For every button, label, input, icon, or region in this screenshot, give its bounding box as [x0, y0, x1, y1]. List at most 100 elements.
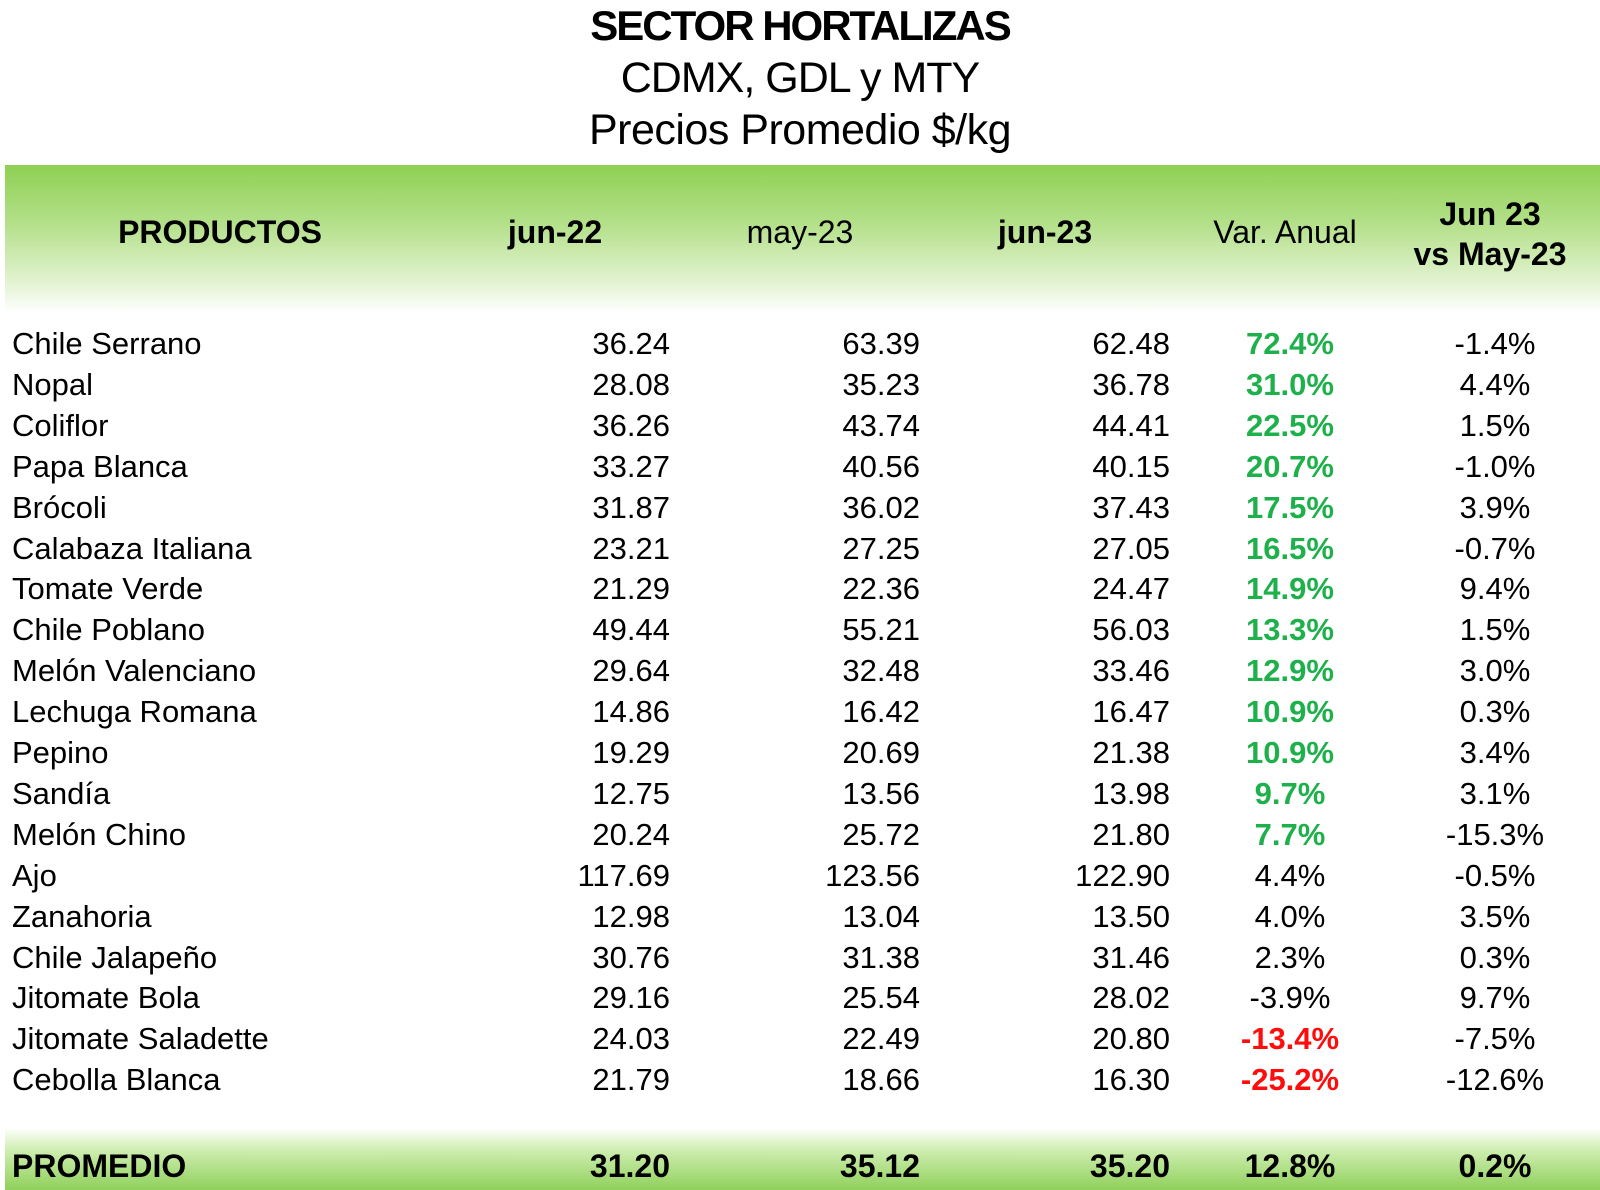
cell-month-over-month: 3.0% — [1459, 653, 1531, 689]
cell-jun-23: 24.47 — [1092, 571, 1170, 607]
cell-var-anual: 2.3% — [1254, 939, 1326, 975]
cell-jun-22: 21.79 — [592, 1062, 670, 1098]
cell-var-anual: -13.4% — [1240, 1021, 1340, 1057]
cell-product: Brócoli — [12, 489, 107, 525]
cell-month-over-month: 3.1% — [1459, 775, 1531, 811]
cell-var-anual: 4.4% — [1254, 857, 1326, 893]
table-row: Pepino 19.29 20.69 21.38 10.9% 3.4% — [0, 732, 1600, 773]
subtitle-units: Precios Promedio $/kg — [588, 106, 1012, 154]
cell-month-over-month: 3.4% — [1459, 735, 1531, 770]
cell-var-anual: -25.2% — [1240, 1062, 1340, 1098]
footer-month-over-month: 0.2% — [1458, 1148, 1532, 1184]
cell-jun-22: 12.75 — [592, 775, 670, 811]
cell-jun-23: 31.46 — [1092, 939, 1170, 975]
cell-may-23: 25.72 — [842, 816, 920, 852]
header-productos: PRODUCTOS — [118, 214, 322, 250]
footer-jun-22: 31.20 — [589, 1148, 670, 1184]
cell-month-over-month: -1.0% — [1454, 448, 1536, 484]
cell-jun-23: 56.03 — [1092, 612, 1170, 648]
cell-jun-23: 40.15 — [1092, 448, 1170, 484]
cell-may-23: 25.54 — [842, 980, 920, 1016]
table-row: Jitomate Bola 29.16 25.54 28.02 -3.9% 9.7% — [0, 977, 1600, 1018]
cell-may-23: 27.25 — [842, 530, 920, 566]
cell-product: Jitomate Saladette — [12, 1021, 269, 1057]
cell-may-23: 40.56 — [842, 448, 920, 484]
page-title: SECTOR HORTALIZAS — [590, 2, 1011, 49]
cell-jun-22: 29.64 — [592, 653, 670, 689]
table-row: Zanahoria 12.98 13.04 13.50 4.0% 3.5% — [0, 896, 1600, 937]
cell-month-over-month: -0.5% — [1454, 857, 1536, 893]
cell-jun-23: 28.02 — [1092, 980, 1170, 1016]
cell-product: Zanahoria — [12, 898, 152, 934]
cell-jun-22: 14.86 — [592, 694, 670, 730]
cell-jun-22: 19.29 — [592, 735, 670, 770]
header-jun-22: jun-22 — [507, 214, 603, 250]
cell-jun-22: 33.27 — [592, 448, 670, 484]
header-jun-23: jun-23 — [997, 214, 1093, 250]
table-row: Lechuga Romana 14.86 16.42 16.47 10.9% 0.3% — [0, 691, 1600, 732]
cell-jun-23: 16.47 — [1092, 694, 1170, 730]
cell-may-23: 55.21 — [842, 612, 920, 648]
table-row: Papa Blanca 33.27 40.56 40.15 20.7% -1.0% — [0, 446, 1600, 487]
cell-may-23: 43.74 — [842, 407, 920, 443]
cell-may-23: 16.42 — [842, 694, 920, 730]
cell-jun-23: 13.98 — [1092, 775, 1170, 811]
table-row: Melón Valenciano 29.64 32.48 33.46 12.9% 3.0% — [0, 650, 1600, 691]
cell-jun-23: 44.41 — [1092, 407, 1170, 443]
cell-month-over-month: 9.7% — [1459, 980, 1531, 1016]
footer-band — [5, 1128, 1600, 1190]
cell-may-23: 13.56 — [842, 775, 920, 811]
cell-jun-23: 20.80 — [1092, 1021, 1170, 1057]
cell-jun-23: 21.38 — [1092, 735, 1170, 770]
cell-jun-23: 13.50 — [1092, 898, 1170, 934]
cell-product: Calabaza Italiana — [12, 530, 252, 566]
table-row: Chile Poblano 49.44 55.21 56.03 13.3% 1.5% — [0, 609, 1600, 650]
cell-product: Sandía — [12, 775, 111, 811]
cell-product: Pepino — [12, 735, 109, 770]
cell-may-23: 123.56 — [825, 857, 920, 893]
cell-may-23: 36.02 — [842, 489, 920, 525]
cell-var-anual: 22.5% — [1246, 407, 1334, 443]
header-var-anual: Var. Anual — [1213, 214, 1357, 250]
table-row: Cebolla Blanca 21.79 18.66 16.30 -25.2% -12.6… — [0, 1059, 1600, 1100]
cell-month-over-month: 0.3% — [1459, 694, 1531, 730]
cell-month-over-month: 1.5% — [1459, 407, 1531, 443]
table-row: Brócoli 31.87 36.02 37.43 17.5% 3.9% — [0, 487, 1600, 528]
cell-jun-22: 30.76 — [592, 939, 670, 975]
cell-jun-23: 36.78 — [1092, 366, 1170, 402]
cell-month-over-month: 1.5% — [1459, 612, 1531, 648]
cell-product: Chile Serrano — [12, 326, 202, 361]
cell-var-anual: 14.9% — [1246, 571, 1334, 607]
footer-may-23: 35.12 — [839, 1148, 920, 1184]
cell-jun-23: 37.43 — [1092, 489, 1170, 525]
header-may-23: may-23 — [746, 214, 854, 250]
footer-row: PROMEDIO 31.20 35.12 35.20 12.8% 0.2% — [0, 1144, 1600, 1188]
cell-month-over-month: -0.7% — [1454, 530, 1536, 566]
table-row: Chile Jalapeño 30.76 31.38 31.46 2.3% 0.3% — [0, 937, 1600, 978]
table-row: Chile Serrano 36.24 63.39 62.48 72.4% -1.4% — [0, 323, 1600, 364]
cell-jun-22: 20.24 — [592, 816, 670, 852]
cell-var-anual: 17.5% — [1246, 489, 1334, 525]
cell-jun-23: 33.46 — [1092, 653, 1170, 689]
cell-jun-22: 36.26 — [592, 407, 670, 443]
footer-label: PROMEDIO — [12, 1148, 187, 1184]
cell-product: Ajo — [12, 857, 57, 893]
cell-may-23: 63.39 — [842, 326, 920, 361]
table-row: Ajo 117.69 123.56 122.90 4.4% -0.5% — [0, 855, 1600, 896]
cell-product: Tomate Verde — [12, 571, 204, 607]
subtitle-cities: CDMX, GDL y MTY — [620, 54, 980, 102]
cell-var-anual: 72.4% — [1246, 326, 1334, 361]
cell-product: Papa Blanca — [12, 448, 188, 484]
cell-jun-22: 29.16 — [592, 980, 670, 1016]
cell-may-23: 31.38 — [842, 939, 920, 975]
cell-product: Chile Poblano — [12, 612, 206, 648]
cell-var-anual: 10.9% — [1246, 735, 1334, 770]
cell-product: Cebolla Blanca — [12, 1062, 221, 1098]
cell-month-over-month: 3.5% — [1459, 898, 1531, 934]
cell-var-anual: 20.7% — [1246, 448, 1334, 484]
cell-may-23: 20.69 — [842, 735, 920, 770]
cell-product: Lechuga Romana — [12, 694, 257, 730]
table-header-band — [5, 165, 1600, 313]
cell-month-over-month: -7.5% — [1454, 1021, 1536, 1057]
table-row: Jitomate Saladette 24.03 22.49 20.80 -13.4% -… — [0, 1018, 1600, 1059]
